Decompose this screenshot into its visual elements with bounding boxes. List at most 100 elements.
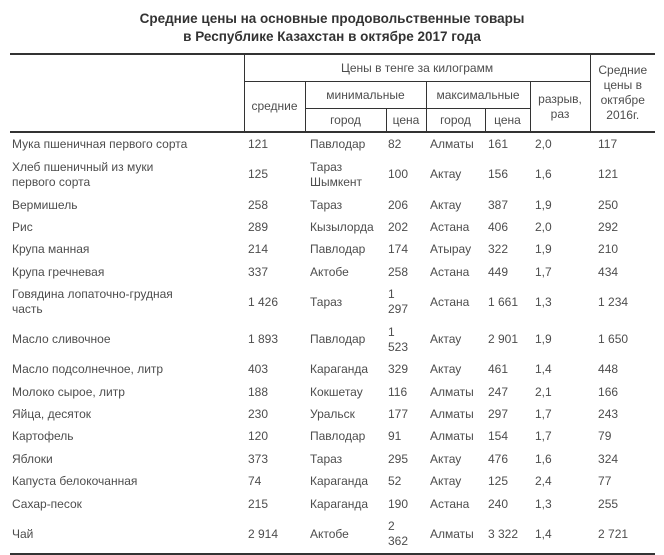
avg-2016-cell: 166 [598,384,619,399]
product-name-cell: Картофель [12,429,74,444]
avg-price-cell: 215 [248,496,269,511]
avg-2016-cell: 1 650 [598,332,629,347]
page-title-line2: в Республике Казахстан в октябре 2017 го… [183,29,481,45]
min-city-cell: Павлодар [310,332,366,347]
product-name-cell: Хлеб пшеничный из муки первого сорта [12,159,154,190]
gap-header: разрыв, раз [529,81,591,133]
max-city-cell: Астана [430,294,470,309]
max-city-cell: Актау [430,451,462,466]
product-name-cell: Вермишель [12,197,78,212]
product-name-cell: Масло подсолнечное, литр [12,362,164,377]
min-city-cell: Уральск [310,407,355,422]
avg-header: средние [243,81,306,133]
min-price-cell: 52 [388,474,402,489]
avg-price-cell: 188 [248,384,269,399]
gap-cell: 1,9 [535,197,552,212]
avg-price-cell: 74 [248,474,262,489]
min-price-cell: 258 [388,264,409,279]
max-city-cell: Актау [430,167,462,182]
min-price-cell: 190 [388,496,409,511]
min-city-cell: Тараз [310,451,343,466]
max-price-cell: 322 [488,242,509,257]
avg-2016-cell: 2 721 [598,526,629,541]
avg-price-cell: 1 426 [248,294,279,309]
min-price-cell: 206 [388,197,409,212]
gap-cell: 2,1 [535,384,552,399]
avg-2016-cell: 77 [598,474,612,489]
min-city-cell: Павлодар [310,429,366,444]
gap-cell: 1,9 [535,332,552,347]
avg-price-cell: 121 [248,137,269,152]
gap-cell: 1,3 [535,496,552,511]
min-city-cell: Караганда [310,474,369,489]
table-row: Яйца, десяток 230 Уральск 177 Алматы 297… [10,403,655,425]
min-price-cell: 329 [388,362,409,377]
kg-group-header: Цены в тенге за килограмм [243,53,591,83]
max-price-cell: 240 [488,496,509,511]
avg-price-cell: 373 [248,451,269,466]
min-city-cell: Караганда [310,362,369,377]
avg-2016-cell: 292 [598,219,619,234]
max-price-cell: 247 [488,384,509,399]
min-city-cell: Актобе [310,264,349,279]
product-name-cell: Масло сливочное [12,332,111,347]
max-price-cell: 387 [488,197,509,212]
table-row: Говядина лопаточно-грудная часть 1 426 Т… [10,283,655,321]
product-name-cell: Говядина лопаточно-грудная часть [12,286,173,317]
table-row: Масло подсолнечное, литр 403 Караганда 3… [10,358,655,380]
gap-cell: 1,7 [535,429,552,444]
gap-cell: 1,6 [535,167,552,182]
max-city-cell: Алматы [430,137,474,152]
product-name-cell: Крупа манная [12,242,90,257]
product-name-cell: Крупа гречневая [12,264,105,279]
min-price-cell: 1 523 [388,324,409,355]
avg-2016-cell: 243 [598,407,619,422]
avg-2016-cell: 434 [598,264,619,279]
min-city-cell: Тараз [310,197,343,212]
min-price-cell: 116 [388,384,408,399]
table-row: Крупа манная 214 Павлодар 174 Атырау 322… [10,238,655,260]
avg-2016-cell: 1 234 [598,294,629,309]
avg-2016-cell: 79 [598,429,612,444]
avg-price-cell: 214 [248,242,269,257]
product-name-cell: Чай [12,526,34,541]
table-row: Крупа гречневая 337 Актобе 258 Астана 44… [10,261,655,283]
page-title-line1: Средние цены на основные продовольственн… [139,11,525,26]
gap-cell: 2,0 [535,137,552,152]
gap-cell: 1,6 [535,451,552,466]
prices-table: Цены в тенге за килограмм Средние цены в… [10,53,656,555]
gap-cell: 1,4 [535,362,552,377]
max-city-cell: Алматы [430,407,474,422]
table-row: Яблоки 373 Тараз 295 Актау 476 1,6 324 [10,448,655,470]
min-price-header: цена [385,108,427,133]
max-price-cell: 156 [488,167,509,182]
product-name-cell: Яблоки [12,451,53,466]
max-city-cell: Астана [430,496,470,511]
avg-price-cell: 230 [248,407,269,422]
table-row: Вермишель 258 Тараз 206 Актау 387 1,9 25… [10,194,655,216]
gap-cell: 2,4 [535,474,552,489]
avg-price-cell: 337 [248,264,269,279]
max-price-cell: 449 [488,264,509,279]
min-price-cell: 100 [388,167,409,182]
max-city-cell: Астана [430,219,470,234]
avg-2016-cell: 324 [598,451,619,466]
gap-cell: 1,9 [535,242,552,257]
min-city-header: город [304,108,387,133]
product-name-cell: Сахар-песок [12,496,82,511]
avg-2016-cell: 448 [598,362,619,377]
product-column-header [10,53,245,133]
gap-cell: 1,7 [535,407,552,422]
avg-2016-cell: 210 [598,242,619,257]
avg-price-cell: 403 [248,362,269,377]
max-price-cell: 297 [488,407,509,422]
avg-price-cell: 258 [248,197,269,212]
table-row: Хлеб пшеничный из муки первого сорта 125… [10,156,655,194]
min-price-cell: 1 297 [388,286,409,317]
gap-cell: 1,3 [535,294,552,309]
max-price-cell: 476 [488,451,509,466]
max-price-cell: 154 [488,429,509,444]
table-header: Цены в тенге за килограмм Средние цены в… [10,53,656,133]
min-price-cell: 91 [388,429,402,444]
page-title: Средние цены на основные продовольственн… [0,10,664,46]
